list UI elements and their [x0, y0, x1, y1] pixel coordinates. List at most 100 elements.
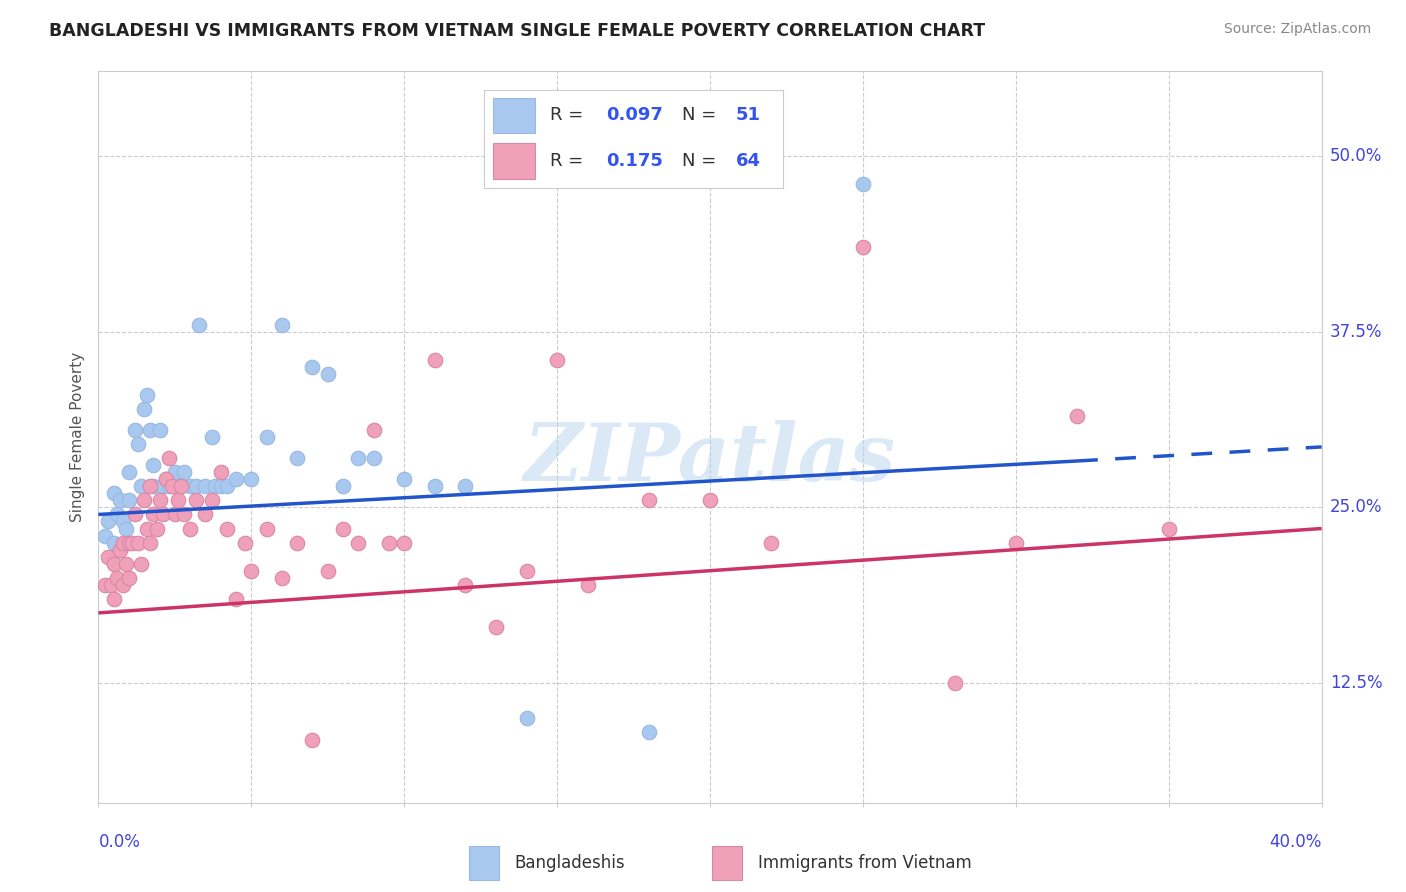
Point	[134, 401, 156, 416]
Point	[852, 177, 875, 191]
Point	[134, 493, 156, 508]
Point	[127, 535, 149, 549]
Point	[316, 564, 339, 578]
Point	[155, 472, 177, 486]
Text: 51: 51	[735, 106, 761, 124]
Point	[152, 508, 174, 522]
Point	[111, 535, 134, 549]
Point	[423, 352, 446, 367]
Point	[139, 479, 162, 493]
Point	[105, 571, 128, 585]
Point	[225, 591, 247, 606]
Point	[256, 521, 278, 535]
Point	[167, 479, 190, 493]
Text: N =: N =	[682, 106, 716, 124]
Text: 37.5%: 37.5%	[1330, 323, 1382, 341]
Point	[225, 472, 247, 486]
Point	[152, 479, 174, 493]
Point	[943, 676, 966, 690]
Point	[423, 479, 446, 493]
Point	[316, 367, 339, 381]
Point	[347, 451, 370, 466]
Text: 25.0%: 25.0%	[1330, 499, 1382, 516]
Point	[111, 578, 134, 592]
Point	[240, 564, 263, 578]
Point	[759, 535, 782, 549]
Point	[93, 528, 115, 542]
Point	[121, 535, 143, 549]
Text: Source: ZipAtlas.com: Source: ZipAtlas.com	[1223, 22, 1371, 37]
FancyBboxPatch shape	[470, 846, 499, 880]
Point	[139, 535, 162, 549]
Point	[194, 508, 217, 522]
Point	[363, 423, 385, 437]
Point	[209, 479, 232, 493]
Text: ZIPatlas: ZIPatlas	[524, 420, 896, 498]
FancyBboxPatch shape	[492, 97, 534, 133]
Point	[699, 493, 721, 508]
Text: BANGLADESHI VS IMMIGRANTS FROM VIETNAM SINGLE FEMALE POVERTY CORRELATION CHART: BANGLADESHI VS IMMIGRANTS FROM VIETNAM S…	[49, 22, 986, 40]
Point	[163, 508, 186, 522]
Point	[124, 423, 146, 437]
Point	[155, 472, 177, 486]
Point	[118, 571, 141, 585]
Point	[160, 479, 183, 493]
Point	[256, 430, 278, 444]
Point	[103, 591, 125, 606]
Point	[485, 620, 508, 634]
Point	[97, 549, 120, 564]
Point	[285, 451, 308, 466]
Point	[363, 451, 385, 466]
Point	[93, 578, 115, 592]
Text: Immigrants from Vietnam: Immigrants from Vietnam	[758, 854, 972, 872]
Text: N =: N =	[682, 152, 716, 169]
Point	[194, 479, 217, 493]
Point	[163, 465, 186, 479]
Point	[118, 465, 141, 479]
Text: 40.0%: 40.0%	[1270, 833, 1322, 851]
Point	[157, 479, 180, 493]
Point	[149, 493, 172, 508]
Point	[136, 388, 159, 402]
Text: Bangladeshis: Bangladeshis	[515, 854, 626, 872]
Point	[157, 451, 180, 466]
Point	[115, 521, 138, 535]
Point	[852, 240, 875, 254]
Point	[108, 542, 131, 557]
Point	[118, 535, 141, 549]
Point	[170, 479, 193, 493]
Point	[1066, 409, 1088, 423]
Point	[105, 508, 128, 522]
Point	[209, 465, 232, 479]
FancyBboxPatch shape	[711, 846, 742, 880]
Point	[173, 508, 195, 522]
Point	[516, 711, 538, 725]
Point	[240, 472, 263, 486]
Point	[179, 479, 201, 493]
Point	[103, 557, 125, 571]
Point	[129, 557, 152, 571]
Point	[142, 508, 165, 522]
Point	[576, 578, 599, 592]
Point	[637, 493, 661, 508]
Point	[100, 578, 122, 592]
Point	[1157, 521, 1180, 535]
Point	[139, 423, 162, 437]
Point	[179, 521, 201, 535]
Point	[332, 479, 354, 493]
Point	[186, 479, 208, 493]
Point	[637, 725, 661, 739]
Point	[347, 535, 370, 549]
Text: R =: R =	[550, 152, 583, 169]
Point	[149, 423, 172, 437]
Point	[285, 535, 308, 549]
Point	[546, 352, 568, 367]
Point	[200, 493, 222, 508]
Point	[378, 535, 401, 549]
Point	[215, 479, 238, 493]
Point	[204, 479, 226, 493]
Point	[103, 486, 125, 500]
Point	[142, 479, 165, 493]
Text: 12.5%: 12.5%	[1330, 674, 1382, 692]
Text: 50.0%: 50.0%	[1330, 147, 1382, 165]
